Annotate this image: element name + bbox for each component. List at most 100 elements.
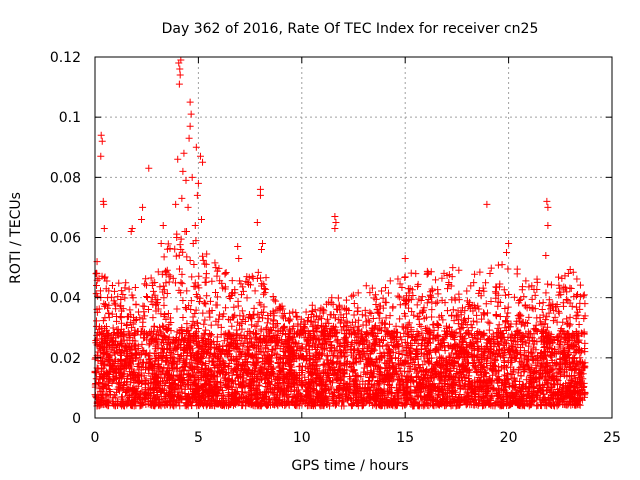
data-point [576, 281, 584, 289]
data-point [200, 320, 208, 328]
data-point [141, 312, 149, 320]
data-point [262, 285, 270, 293]
data-point [503, 313, 511, 321]
data-point [175, 265, 183, 273]
data-point [96, 287, 104, 295]
data-point [569, 268, 577, 276]
data-point [132, 301, 140, 309]
data-point [195, 272, 203, 280]
data-point [161, 310, 169, 318]
data-point [105, 310, 113, 318]
data-point [116, 313, 124, 321]
data-point [525, 313, 533, 321]
data-point [414, 282, 422, 290]
data-point [207, 321, 215, 329]
data-point [193, 328, 201, 336]
data-point [212, 264, 220, 272]
data-point [341, 352, 349, 360]
data-point [340, 353, 348, 361]
data-point [254, 318, 262, 326]
data-point [131, 283, 139, 291]
data-point [496, 313, 504, 321]
data-point [215, 311, 223, 319]
data-point [560, 302, 568, 310]
data-point [143, 293, 151, 301]
data-point [222, 269, 230, 277]
data-point [172, 252, 180, 260]
data-point [574, 311, 582, 319]
data-point [194, 324, 202, 332]
data-point [484, 318, 492, 326]
data-point [386, 312, 394, 320]
data-point [504, 303, 512, 311]
data-point [538, 306, 546, 314]
data-point [272, 297, 280, 305]
data-point [528, 295, 536, 303]
data-point [365, 318, 373, 326]
data-point [443, 307, 451, 315]
data-point [464, 314, 472, 322]
data-point [266, 385, 274, 393]
data-point [160, 253, 168, 261]
data-point [433, 320, 441, 328]
data-point [319, 361, 327, 369]
data-point [563, 295, 571, 303]
data-point [350, 324, 358, 332]
data-point [312, 325, 320, 333]
data-point [190, 282, 198, 290]
chart-title: Day 362 of 2016, Rate Of TEC Index for r… [162, 21, 539, 37]
data-point [325, 319, 333, 327]
data-point [239, 283, 247, 291]
data-point [522, 277, 530, 285]
data-point [381, 284, 389, 292]
data-point [308, 301, 316, 309]
data-point [177, 278, 185, 286]
data-point [250, 304, 258, 312]
data-point [160, 294, 168, 302]
data-point [166, 273, 174, 281]
data-point [238, 325, 246, 333]
data-points [91, 56, 589, 410]
data-point [228, 277, 236, 285]
data-point [331, 314, 339, 322]
data-point [581, 312, 589, 320]
data-point [362, 282, 370, 290]
data-point [161, 267, 169, 275]
data-point [394, 292, 402, 300]
data-point [108, 293, 116, 301]
data-point [434, 290, 442, 298]
data-point [142, 275, 150, 283]
data-point [409, 292, 417, 300]
data-point [463, 287, 471, 295]
data-point [263, 319, 271, 327]
data-point [486, 269, 494, 277]
data-point [178, 280, 186, 288]
data-point [199, 309, 207, 317]
data-point [428, 306, 436, 314]
data-point [259, 314, 267, 322]
data-point [531, 305, 539, 313]
data-point [131, 317, 139, 325]
data-point [412, 270, 420, 278]
data-point [201, 260, 209, 268]
data-point [555, 281, 563, 289]
data-point [286, 309, 294, 317]
data-point [139, 302, 147, 310]
data-point [544, 280, 552, 288]
data-point [384, 289, 392, 297]
data-point [203, 250, 211, 258]
data-point [254, 268, 262, 276]
data-point [365, 376, 373, 384]
data-point [160, 301, 168, 309]
data-point [350, 299, 358, 307]
data-point [542, 289, 550, 297]
data-point [487, 264, 495, 272]
data-point [163, 266, 171, 274]
data-point [536, 299, 544, 307]
data-point [408, 308, 416, 316]
data-point [188, 273, 196, 281]
data-point [432, 299, 440, 307]
data-point [230, 303, 238, 311]
data-point [119, 290, 127, 298]
data-point [549, 317, 557, 325]
